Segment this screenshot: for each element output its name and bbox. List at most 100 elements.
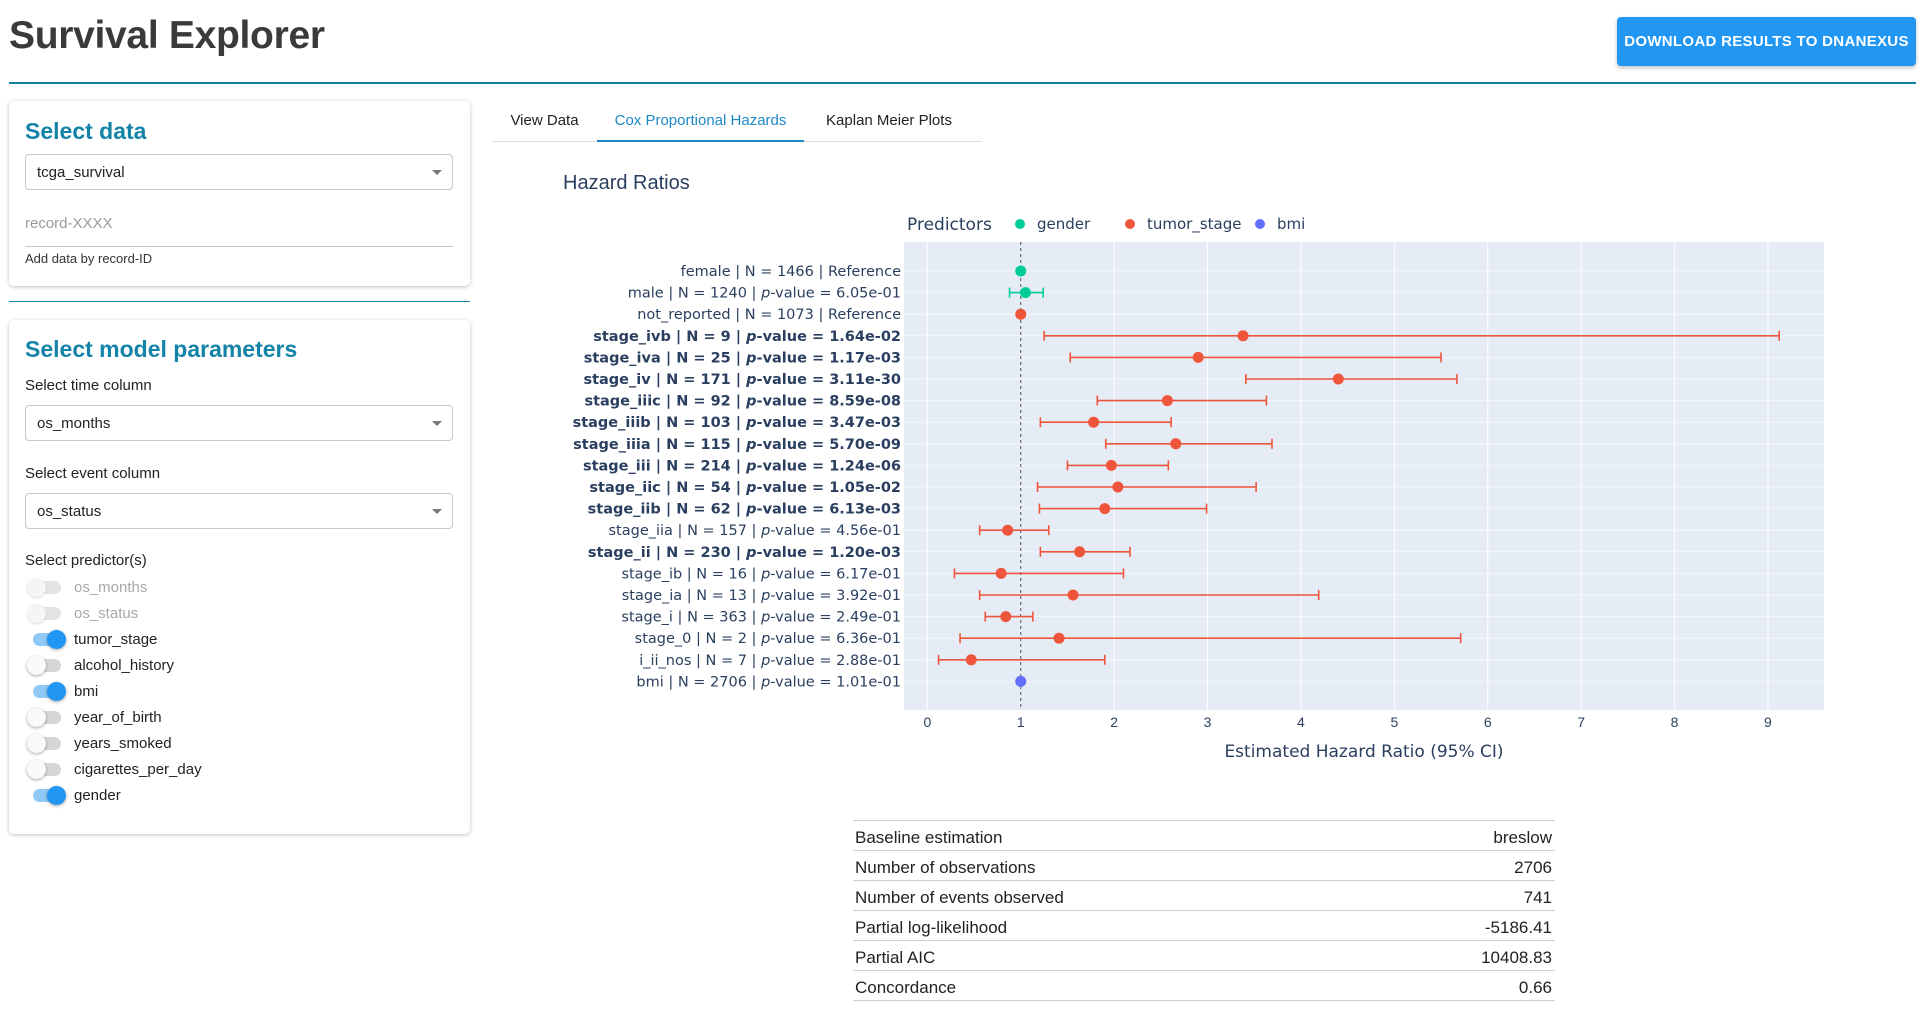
time-column-select[interactable]: os_months <box>25 405 453 441</box>
separator: | <box>661 350 676 366</box>
hazard-ratio-point <box>1088 416 1100 428</box>
tab-cox-proportional-hazards[interactable]: Cox Proportional Hazards <box>597 104 804 142</box>
dataset-select[interactable]: tcga_survival <box>25 154 453 190</box>
record-id-helper: Add data by record-ID <box>25 251 153 266</box>
legend-marker <box>1255 219 1265 229</box>
legend-item: tumor_stage <box>1147 215 1241 234</box>
separator: | <box>673 610 687 626</box>
row-p-value: 3.11e-30 <box>829 372 901 388</box>
predictor-toggle-year-of-birth[interactable]: year_of_birth <box>25 707 325 729</box>
row-label: stage_ivb | N = 9 | p-value = 1.64e-02 <box>593 329 901 345</box>
row-p-value: 1.64e-02 <box>829 329 901 345</box>
row-p-value: 3.47e-03 <box>829 415 901 431</box>
predictor-toggle-cigarettes-per-day[interactable]: cigarettes_per_day <box>25 759 325 781</box>
toggle-switch[interactable] <box>33 786 66 805</box>
model-params-card: Select model parameters Select time colu… <box>9 320 470 834</box>
predictor-toggle-years-smoked[interactable]: years_smoked <box>25 733 325 755</box>
p-label: -value = <box>757 329 830 345</box>
row-label: stage_iia | N = 157 | p-value = 4.56e-01 <box>609 523 902 539</box>
p-label: p <box>745 415 756 431</box>
predictor-toggle-bmi[interactable]: bmi <box>25 681 325 703</box>
summary-value: breslow <box>1493 828 1552 847</box>
tab-bar: View Data Cox Proportional Hazards Kapla… <box>492 104 982 142</box>
row-label: i_ii_nos | N = 7 | p-value = 2.88e-01 <box>639 653 901 669</box>
p-label: -value = <box>757 415 830 431</box>
row-label: stage_iiib | N = 103 | p-value = 3.47e-0… <box>573 415 901 431</box>
row-count: N = 230 <box>666 545 731 561</box>
dataset-select-value: tcga_survival <box>37 164 125 181</box>
section-divider <box>9 301 470 302</box>
predictor-toggle-gender[interactable]: gender <box>25 785 325 807</box>
p-label: p <box>745 458 756 474</box>
p-label: p <box>745 437 756 453</box>
summary-value: 741 <box>1523 888 1552 907</box>
p-label: p <box>745 372 756 388</box>
chevron-down-icon <box>432 509 442 514</box>
row-count: N = 7 <box>706 653 747 669</box>
p-label: -value = <box>770 566 836 582</box>
toggle-switch[interactable] <box>27 760 61 779</box>
separator: | <box>747 523 761 539</box>
x-tick-label: 7 <box>1577 714 1585 730</box>
tab-view-data[interactable]: View Data <box>510 112 579 129</box>
summary-key: Concordance <box>855 978 957 997</box>
row-label: stage_ib | N = 16 | p-value = 6.17e-01 <box>621 566 901 582</box>
legend-marker <box>1125 219 1135 229</box>
row-name: stage_iib <box>588 502 661 518</box>
separator: | <box>814 264 828 280</box>
row-p-value: 1.17e-03 <box>829 350 901 366</box>
separator: | <box>747 588 761 604</box>
tab-kaplan-meier-plots[interactable]: Kaplan Meier Plots <box>826 112 952 129</box>
toggle-switch[interactable] <box>33 682 66 701</box>
predictor-toggle-alcohol-history[interactable]: alcohol_history <box>25 655 325 677</box>
row-name: stage_iiic <box>584 394 660 410</box>
row-label: stage_iva | N = 25 | p-value = 1.17e-03 <box>584 350 901 366</box>
x-tick-label: 5 <box>1390 714 1398 730</box>
download-results-button[interactable]: DOWNLOAD RESULTS TO DNANEXUS <box>1617 17 1916 66</box>
separator: | <box>651 458 666 474</box>
row-count: N = 54 <box>676 480 731 496</box>
hazard-ratio-point <box>1015 308 1027 320</box>
toggle-switch[interactable] <box>27 656 61 675</box>
predictor-toggle-tumor-stage[interactable]: tumor_stage <box>25 629 325 651</box>
event-column-select[interactable]: os_status <box>25 493 453 529</box>
toggle-knob <box>47 630 66 649</box>
separator: | <box>682 588 696 604</box>
predictor-label: cigarettes_per_day <box>74 761 202 778</box>
row-count: N = 62 <box>676 502 731 518</box>
p-label: -value = <box>770 588 836 604</box>
row-count: N = 2 <box>706 631 747 647</box>
p-label: -value = <box>757 502 830 518</box>
summary-key: Partial log-likelihood <box>855 918 1008 937</box>
row-label: stage_i | N = 363 | p-value = 2.49e-01 <box>621 610 901 626</box>
row-label: female | N = 1466 | Reference <box>681 264 901 280</box>
row-name: stage_ib <box>621 566 682 582</box>
row-p-value: 4.56e-01 <box>836 523 901 539</box>
p-label: p <box>760 631 770 647</box>
app-header: Survival Explorer DOWNLOAD RESULTS TO DN… <box>0 0 1922 84</box>
separator: | <box>747 674 761 690</box>
chart-title: Hazard Ratios <box>563 172 690 194</box>
toggle-switch <box>27 578 61 597</box>
hazard-ratio-point <box>1067 589 1079 601</box>
p-label: -value = <box>770 674 836 690</box>
row-label: stage_iv | N = 171 | p-value = 3.11e-30 <box>583 372 901 388</box>
row-name: stage_i <box>621 610 673 626</box>
toggle-switch[interactable] <box>33 630 66 649</box>
row-p-value: 3.92e-01 <box>836 588 901 604</box>
row-label: stage_iiic | N = 92 | p-value = 8.59e-08 <box>584 394 901 410</box>
toggle-switch[interactable] <box>27 734 61 753</box>
hazard-ratio-point <box>1002 524 1014 536</box>
hazard-ratio-point <box>1237 330 1249 342</box>
separator: | <box>651 415 666 431</box>
row-p-value: 1.24e-06 <box>829 458 901 474</box>
record-id-input[interactable] <box>25 201 453 247</box>
row-p-value: 2.49e-01 <box>836 610 901 626</box>
separator: | <box>731 502 746 518</box>
separator: | <box>664 286 678 302</box>
toggle-knob <box>47 786 66 805</box>
row-name: stage_iic <box>589 480 660 496</box>
summary-value: 2706 <box>1514 858 1552 877</box>
row-p-value: 2.88e-01 <box>836 653 901 669</box>
toggle-switch[interactable] <box>27 708 61 727</box>
